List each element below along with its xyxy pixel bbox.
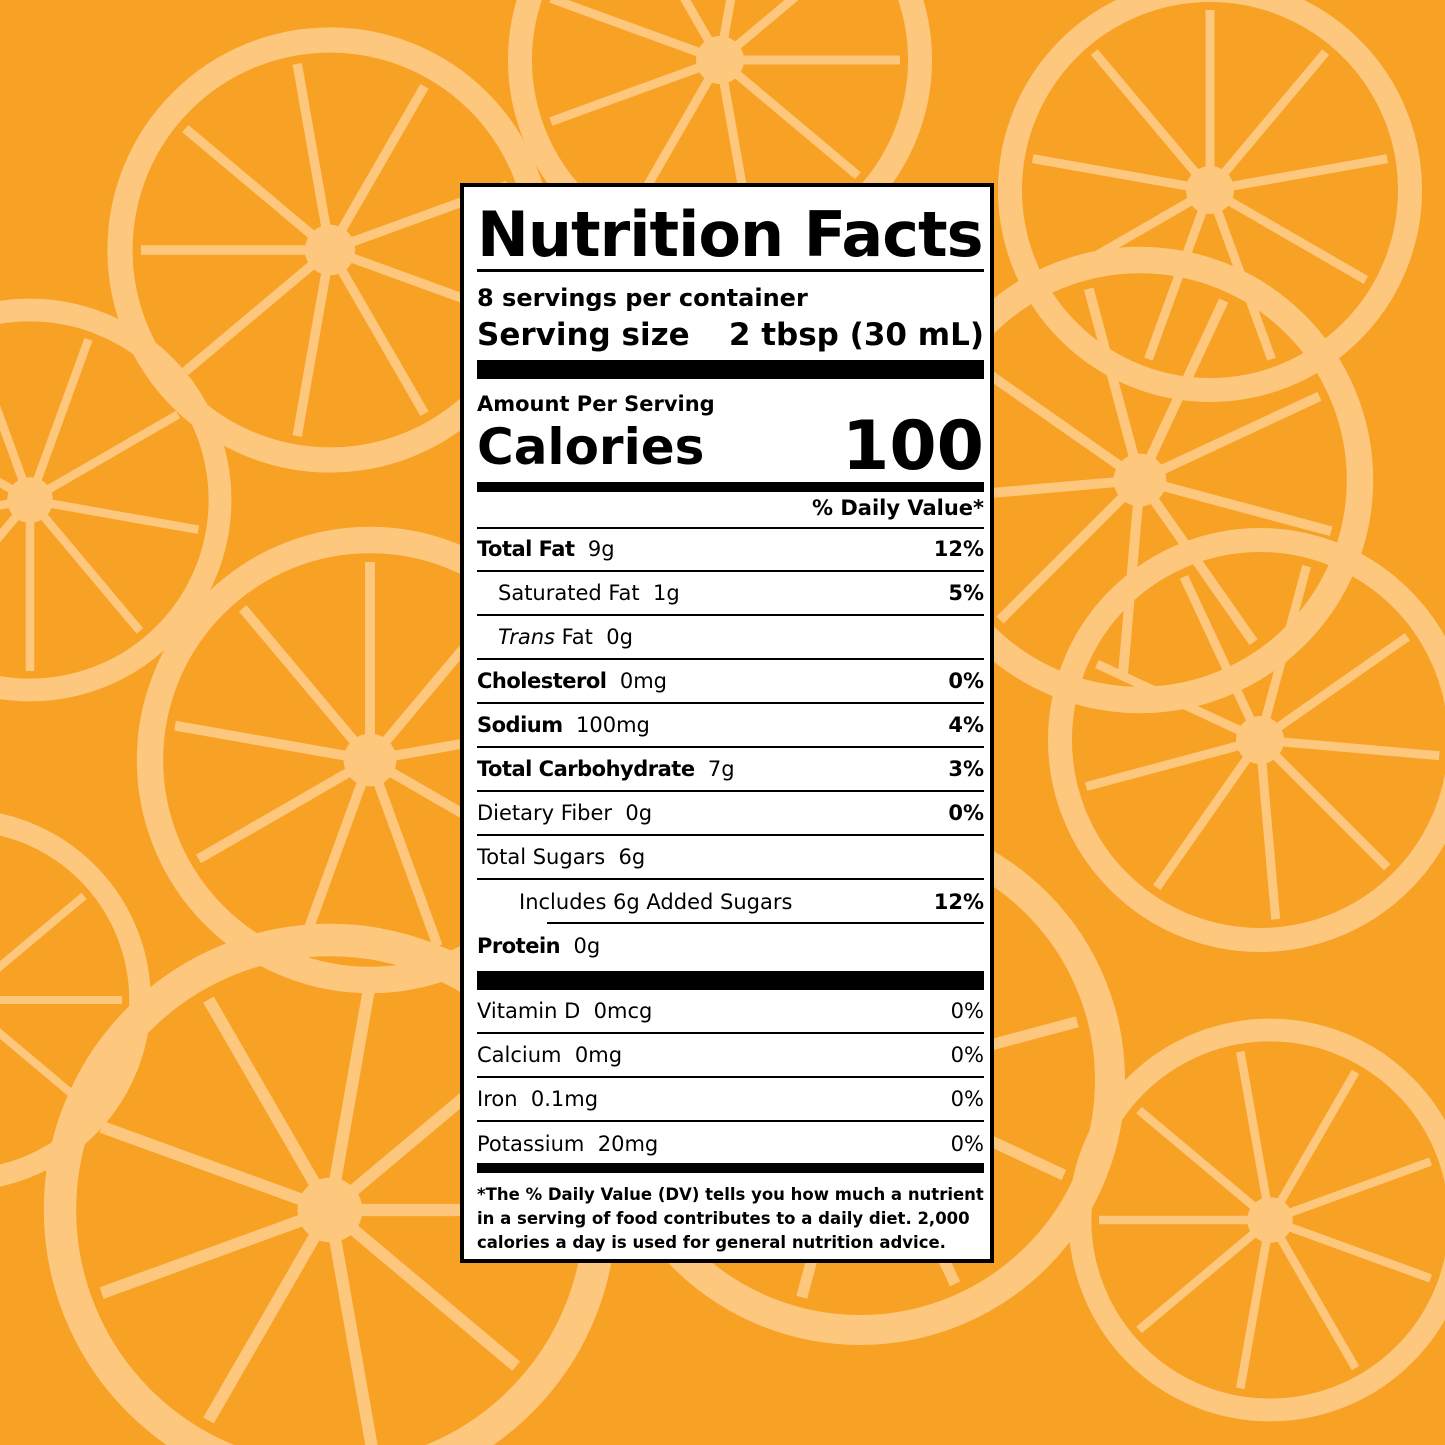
serving-size-label: Serving size xyxy=(477,317,690,353)
label-title: Nutrition Facts xyxy=(477,198,984,271)
nutrient-row: Cholesterol 0mg 0% xyxy=(477,660,984,704)
nutrient-label: Fat xyxy=(561,625,593,649)
nutrient-list: Total Fat 9g 12% Saturated Fat 1g 5% Trans F… xyxy=(477,528,984,968)
thick-divider xyxy=(477,360,984,379)
nutrient-amount: 20mg xyxy=(597,1132,659,1156)
calories-value: 100 xyxy=(842,407,984,486)
nutrient-amount: 1g xyxy=(653,581,680,605)
nutrient-row: Trans Fat 0g xyxy=(477,616,984,660)
nutrient-label: Potassium xyxy=(477,1132,585,1156)
nutrient-daily-value: 0% xyxy=(948,669,984,693)
servings-per-container: 8 servings per container xyxy=(477,284,808,312)
divider xyxy=(477,527,984,529)
nutrient-row: Iron 0.1mg 0% xyxy=(477,1078,984,1122)
nutrient-amount: 6g xyxy=(618,845,646,869)
nutrient-daily-value: 0% xyxy=(948,801,984,825)
nutrient-name: Total Sugars 6g xyxy=(477,845,645,869)
medium-divider xyxy=(477,1163,984,1173)
nutrient-label: Calcium xyxy=(477,1043,562,1067)
nutrient-row: Saturated Fat 1g 5% xyxy=(477,572,984,616)
nutrient-daily-value: 12% xyxy=(933,537,984,561)
nutrient-amount: 0mg xyxy=(619,669,668,693)
vitamin-list: Vitamin D 0mcg 0% Calcium 0mg 0% Iron 0.1mg 0… xyxy=(477,990,984,1166)
nutrient-row: Calcium 0mg 0% xyxy=(477,1034,984,1078)
footnote: *The % Daily Value (DV) tells you how mu… xyxy=(477,1185,984,1252)
nutrient-amount: 0g xyxy=(573,934,601,958)
daily-value-header: % Daily Value* xyxy=(812,496,984,520)
nutrient-daily-value: 0% xyxy=(950,999,984,1023)
nutrient-amount: 0mcg xyxy=(593,999,653,1023)
nutrient-label: Dietary Fiber xyxy=(477,801,613,825)
nutrient-daily-value: 0% xyxy=(950,1043,984,1067)
orange-slice xyxy=(0,813,151,1187)
nutrient-name: Protein 0g xyxy=(477,934,600,958)
nutrient-amount: 100mg xyxy=(575,713,650,737)
nutrient-label: Total Carbohydrate xyxy=(477,757,695,781)
nutrient-name: Potassium 20mg xyxy=(477,1132,658,1156)
nutrient-label: Total Fat xyxy=(477,537,575,561)
orange-slice xyxy=(1068,1018,1445,1422)
nutrient-label: Total Sugars xyxy=(477,845,606,869)
nutrient-row: Protein 0g xyxy=(477,924,984,968)
nutrient-row: Includes 6g Added Sugars 12% xyxy=(477,880,984,924)
nutrient-row: Total Fat 9g 12% xyxy=(477,528,984,572)
amount-per-serving: Amount Per Serving xyxy=(477,392,715,416)
orange-slice xyxy=(1048,528,1445,952)
nutrient-daily-value: 5% xyxy=(948,581,984,605)
thick-divider xyxy=(477,971,984,990)
nutrient-name: Iron 0.1mg xyxy=(477,1087,598,1111)
nutrient-daily-value: 12% xyxy=(933,890,984,914)
nutrient-label: Includes 6g Added Sugars xyxy=(519,890,793,914)
nutrient-name: Sodium 100mg xyxy=(477,713,650,737)
nutrient-daily-value: 0% xyxy=(950,1087,984,1111)
nutrient-name: Total Carbohydrate 7g xyxy=(477,757,735,781)
medium-divider xyxy=(477,482,984,492)
nutrient-name: Vitamin D 0mcg xyxy=(477,999,652,1023)
nutrient-name: Includes 6g Added Sugars xyxy=(477,890,799,914)
divider xyxy=(477,269,984,272)
nutrient-amount: 0g xyxy=(606,625,633,649)
nutrient-amount: 7g xyxy=(707,757,735,781)
nutrient-amount: 9g xyxy=(587,537,615,561)
calories-label: Calories xyxy=(477,418,705,476)
nutrient-daily-value: 3% xyxy=(948,757,984,781)
nutrient-label: Sodium xyxy=(477,713,563,737)
nutrient-row: Sodium 100mg 4% xyxy=(477,704,984,748)
serving-size-value: 2 tbsp (30 mL) xyxy=(728,317,984,353)
nutrient-name: Calcium 0mg xyxy=(477,1043,622,1067)
nutrient-daily-value: 0% xyxy=(950,1132,984,1156)
nutrient-row: Total Sugars 6g xyxy=(477,836,984,880)
nutrient-amount: 0mg xyxy=(574,1043,623,1067)
nutrient-amount: 0.1mg xyxy=(530,1087,599,1111)
serving-size: Serving size 2 tbsp (30 mL) xyxy=(477,315,984,355)
nutrient-row: Vitamin D 0mcg 0% xyxy=(477,990,984,1034)
nutrient-name: Dietary Fiber 0g xyxy=(477,801,652,825)
nutrient-label: Iron xyxy=(477,1087,518,1111)
nutrient-row: Total Carbohydrate 7g 3% xyxy=(477,748,984,792)
nutrient-name: Total Fat 9g xyxy=(477,537,615,561)
nutrient-label: Cholesterol xyxy=(477,669,607,693)
orange-slice xyxy=(0,298,232,702)
nutrient-label: Vitamin D xyxy=(477,999,581,1023)
nutrient-name: Saturated Fat 1g xyxy=(477,581,680,605)
nutrient-row: Potassium 20mg 0% xyxy=(477,1122,984,1166)
nutrition-facts-label: Nutrition Facts 8 servings per container… xyxy=(460,183,994,1263)
nutrient-label: Saturated Fat xyxy=(498,581,640,605)
nutrient-label: Protein xyxy=(477,934,561,958)
nutrient-row: Dietary Fiber 0g 0% xyxy=(477,792,984,836)
nutrient-name: Trans Fat 0g xyxy=(477,625,633,649)
nutrient-name: Cholesterol 0mg xyxy=(477,669,667,693)
nutrient-daily-value: 4% xyxy=(948,713,984,737)
nutrient-amount: 0g xyxy=(625,801,653,825)
nutrient-name-italic: Trans xyxy=(498,625,555,649)
calories-row: Calories 100 xyxy=(477,409,984,485)
